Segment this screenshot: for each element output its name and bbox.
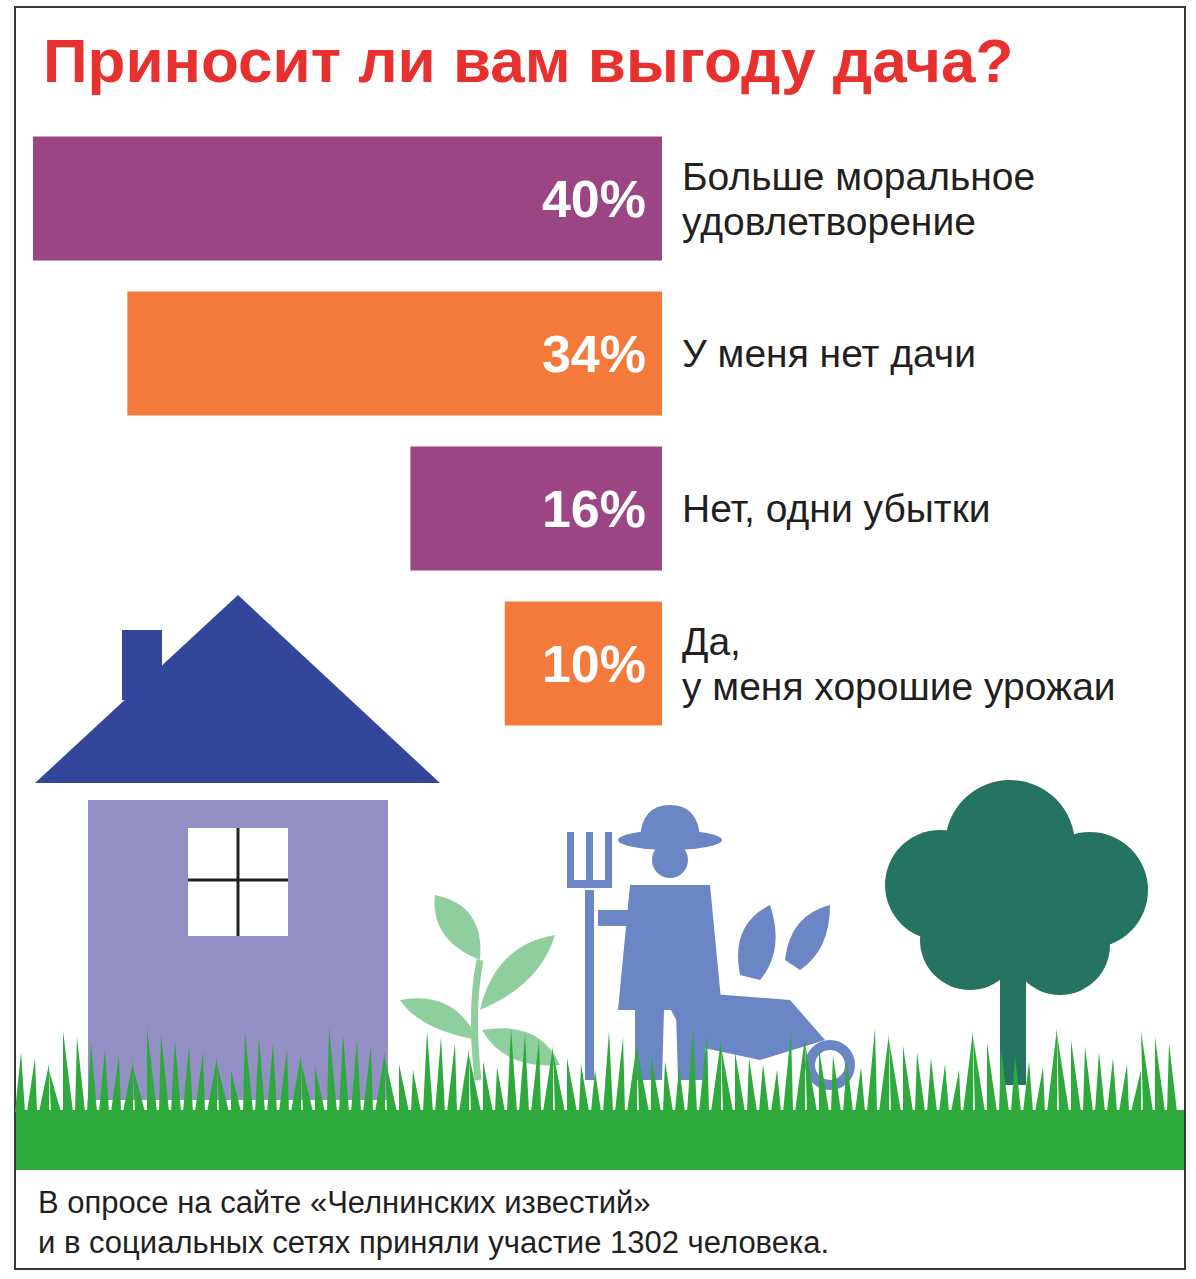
svg-text:и в социальных сетях приняли у: и в социальных сетях приняли участие 130… (38, 1225, 829, 1260)
svg-text:Приносит ли вам выгоду дача?: Приносит ли вам выгоду дача? (43, 26, 1013, 95)
svg-text:40%: 40% (542, 170, 646, 228)
svg-text:В опросе на сайте «Челнинских: В опросе на сайте «Челнинских известий» (38, 1185, 651, 1220)
svg-text:10%: 10% (542, 635, 646, 693)
svg-text:Больше моральное: Больше моральное (682, 155, 1035, 198)
svg-text:У меня нет дачи: У меня нет дачи (682, 332, 976, 375)
svg-text:Да,: Да, (682, 620, 741, 663)
svg-text:Нет, одни убытки: Нет, одни убытки (682, 487, 991, 530)
svg-text:34%: 34% (542, 325, 646, 383)
svg-text:16%: 16% (542, 480, 646, 538)
svg-text:у меня хорошие урожаи: у меня хорошие урожаи (682, 665, 1116, 708)
svg-text:удовлетворение: удовлетворение (682, 200, 976, 243)
